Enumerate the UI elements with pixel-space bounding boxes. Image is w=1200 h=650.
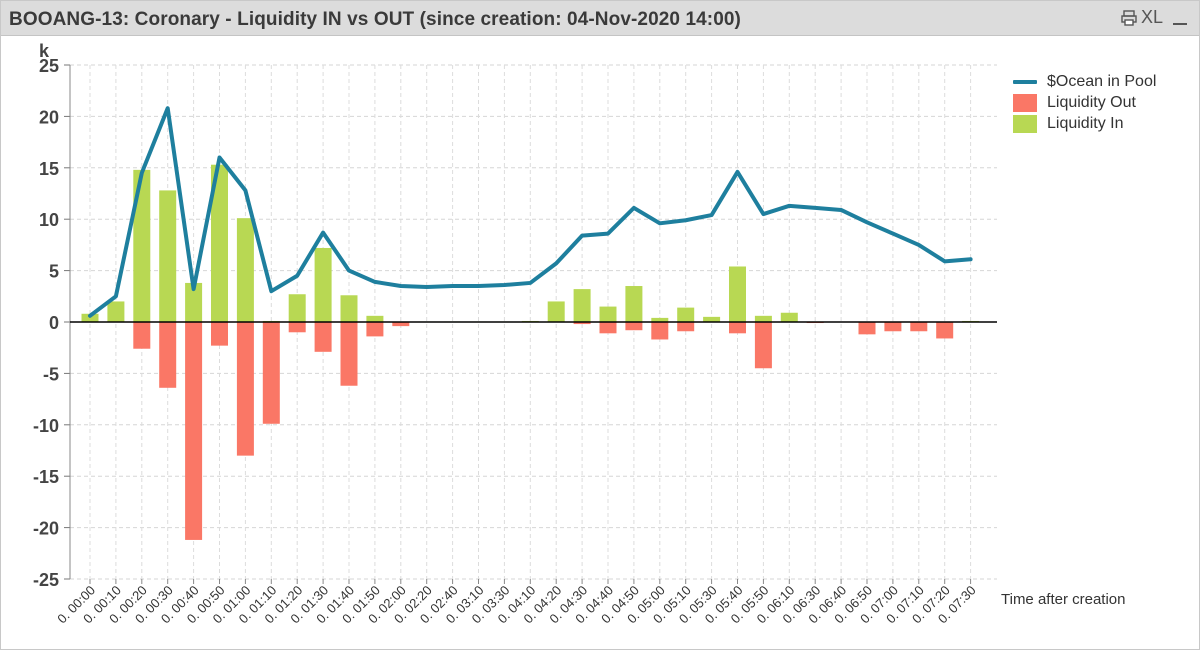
x-axis-title: Time after creation — [1001, 591, 1126, 608]
bar — [314, 247, 332, 322]
bar — [133, 169, 151, 322]
bar — [288, 322, 306, 333]
minimize-icon[interactable] — [1173, 22, 1187, 25]
bar — [599, 322, 617, 334]
bar — [599, 306, 617, 322]
bar — [81, 313, 99, 322]
bar — [625, 322, 643, 331]
print-icon[interactable] — [1121, 9, 1137, 26]
bar — [340, 295, 358, 322]
bar — [262, 322, 280, 424]
export-xl-button[interactable]: XL — [1140, 7, 1163, 27]
bar — [651, 317, 669, 322]
bar — [573, 289, 591, 322]
y-tick-label: 10 — [39, 210, 59, 230]
bar — [547, 301, 565, 322]
bar — [211, 164, 228, 322]
bar — [133, 322, 151, 349]
bar — [288, 294, 306, 322]
bar — [936, 322, 954, 339]
legend-swatch — [1013, 114, 1037, 133]
bar — [211, 322, 228, 346]
bar — [159, 322, 177, 388]
y-tick-label: 0 — [49, 313, 59, 333]
y-tick-label: -25 — [33, 570, 59, 590]
bar — [703, 316, 721, 322]
bar — [185, 322, 203, 540]
legend-item-ocean-in-pool: $Ocean in Pool — [1013, 71, 1156, 92]
legend-line-swatch — [1013, 79, 1037, 84]
y-tick-label: -10 — [33, 416, 59, 436]
bar — [910, 322, 928, 332]
y-tick-label: -15 — [33, 467, 59, 487]
legend-item-liquidity-out: Liquidity Out — [1013, 92, 1156, 113]
title-bar-tools: XL — [1121, 7, 1187, 28]
legend: $Ocean in Pool Liquidity Out Liquidity I… — [1013, 71, 1156, 134]
title-bar: BOOANG-13: Coronary - Liquidity IN vs OU… — [1, 1, 1199, 36]
bar — [366, 322, 384, 337]
bar — [236, 218, 254, 322]
chart-title: BOOANG-13: Coronary - Liquidity IN vs OU… — [9, 9, 741, 30]
bar — [185, 282, 203, 322]
bar — [754, 315, 772, 322]
bar — [729, 322, 746, 334]
y-tick-label: 15 — [39, 159, 59, 179]
legend-label: $Ocean in Pool — [1047, 72, 1157, 90]
bar — [677, 322, 695, 332]
legend-swatch — [1013, 93, 1037, 112]
bar — [884, 322, 902, 332]
bar — [858, 322, 876, 335]
legend-item-liquidity-in: Liquidity In — [1013, 113, 1156, 134]
bar — [625, 286, 643, 322]
bar — [340, 322, 358, 386]
bar — [780, 312, 798, 322]
legend-label: Liquidity In — [1047, 114, 1124, 132]
bar — [236, 322, 254, 456]
bar — [314, 322, 332, 352]
y-tick-label: 20 — [39, 107, 59, 127]
bar — [754, 322, 772, 369]
bar — [159, 190, 177, 322]
bar — [107, 301, 125, 322]
y-tick-label: 25 — [39, 56, 59, 76]
bar — [729, 266, 746, 322]
y-tick-label: 5 — [49, 262, 59, 282]
bar — [366, 315, 384, 322]
legend-label: Liquidity Out — [1047, 93, 1136, 111]
bar — [392, 322, 410, 327]
bar — [573, 322, 591, 325]
y-unit-label: k — [39, 41, 50, 61]
bar — [677, 307, 695, 322]
line-series-ocean-in-pool — [88, 106, 973, 318]
y-tick-label: -5 — [43, 364, 59, 384]
bar — [651, 322, 669, 340]
y-tick-label: -20 — [33, 519, 59, 539]
